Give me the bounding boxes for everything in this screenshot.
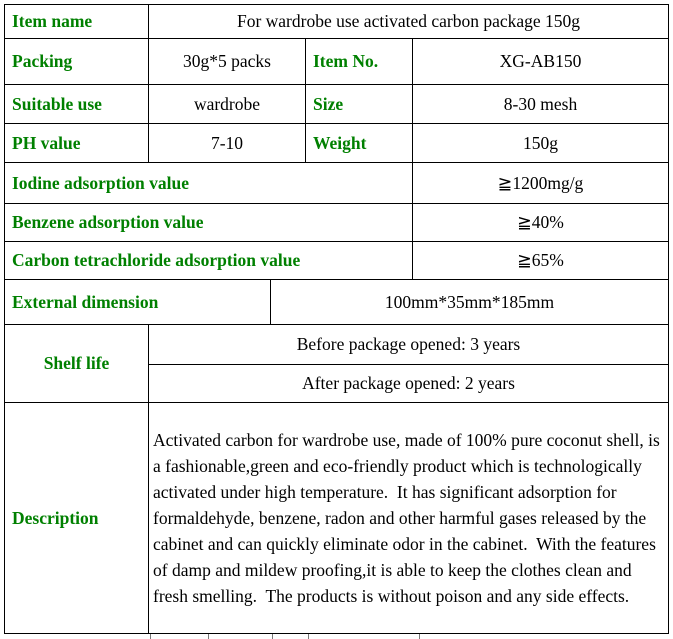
description-label: Description — [5, 403, 149, 634]
cutoff-column-tick — [308, 634, 309, 639]
item-name-value: For wardrobe use activated carbon packag… — [149, 5, 669, 39]
item-name-label: Item name — [5, 5, 149, 39]
shelf-life-after-value: After package opened: 2 years — [149, 365, 669, 403]
benzene-adsorption-label: Benzene adsorption value — [5, 204, 413, 242]
external-dimension-label: External dimension — [5, 280, 271, 325]
size-value: 8-30 mesh — [413, 85, 669, 124]
row-description: Description Activated carbon for wardrob… — [5, 403, 669, 634]
size-label: Size — [306, 85, 413, 124]
packing-label: Packing — [5, 39, 149, 85]
row-shelf-life: Shelf life Before package opened: 3 year… — [5, 325, 669, 403]
row-item-name: Item name For wardrobe use activated car… — [5, 5, 669, 39]
weight-value: 150g — [413, 124, 669, 163]
row-external-dimension: External dimension 100mm*35mm*185mm — [5, 280, 669, 325]
shelf-life-label: Shelf life — [5, 325, 149, 403]
carbon-tetrachloride-adsorption-label: Carbon tetrachloride adsorption value — [5, 242, 413, 280]
description-value: Activated carbon for wardrobe use, made … — [153, 430, 665, 606]
cutoff-column-tick — [419, 634, 420, 639]
ph-value-value: 7-10 — [149, 124, 306, 163]
cutoff-column-tick — [150, 634, 151, 639]
description-cell: Activated carbon for wardrobe use, made … — [149, 403, 669, 634]
row-packing-itemno: Packing 30g*5 packs Item No. XG-AB150 — [5, 39, 669, 85]
carbon-tetrachloride-adsorption-value: ≧65% — [413, 242, 669, 280]
packing-value: 30g*5 packs — [149, 39, 306, 85]
weight-label: Weight — [306, 124, 413, 163]
row-phvalue-weight: PH value 7-10 Weight 150g — [5, 124, 669, 163]
row-carbon-tetrachloride-adsorption: Carbon tetrachloride adsorption value ≧6… — [5, 242, 669, 280]
shelf-life-values: Before package opened: 3 years After pac… — [149, 325, 669, 403]
external-dimension-value: 100mm*35mm*185mm — [271, 280, 669, 325]
item-no-value: XG-AB150 — [413, 39, 669, 85]
row-suitableuse-size: Suitable use wardrobe Size 8-30 mesh — [5, 85, 669, 124]
ph-value-label: PH value — [5, 124, 149, 163]
shelf-life-before-value: Before package opened: 3 years — [149, 325, 669, 365]
benzene-adsorption-value: ≧40% — [413, 204, 669, 242]
row-benzene-adsorption: Benzene adsorption value ≧40% — [5, 204, 669, 242]
item-no-label: Item No. — [306, 39, 413, 85]
row-iodine-adsorption: Iodine adsorption value ≧1200mg/g — [5, 163, 669, 204]
cutoff-column-tick — [208, 634, 209, 639]
spec-table: Item name For wardrobe use activated car… — [4, 4, 669, 634]
suitable-use-value: wardrobe — [149, 85, 306, 124]
suitable-use-label: Suitable use — [5, 85, 149, 124]
iodine-adsorption-value: ≧1200mg/g — [413, 163, 669, 204]
cutoff-column-tick — [272, 634, 273, 639]
iodine-adsorption-label: Iodine adsorption value — [5, 163, 413, 204]
